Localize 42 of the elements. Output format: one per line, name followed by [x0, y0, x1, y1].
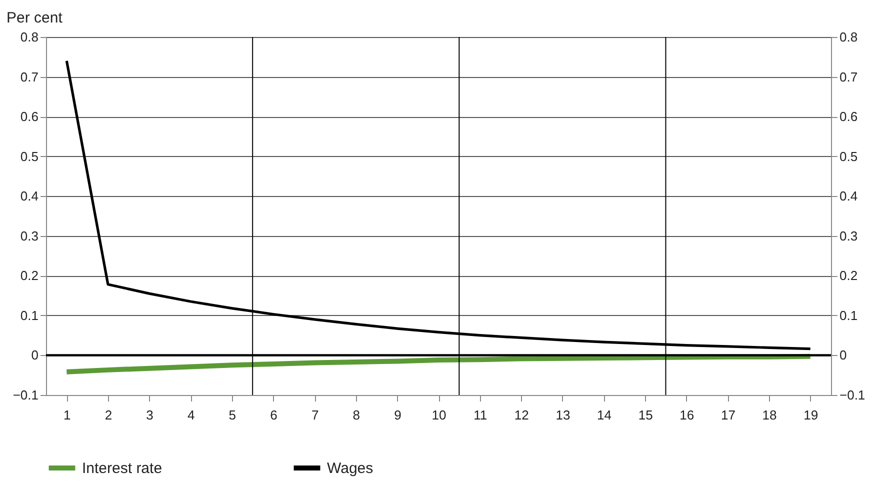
legend-label: Interest rate: [82, 460, 162, 477]
y-tick-label: 0.2: [20, 268, 38, 284]
y-tick-label: 0.3: [20, 228, 38, 244]
legend-label: Wages: [327, 460, 374, 477]
y2-tick-label: 0.1: [840, 308, 858, 323]
x-tick-label: 5: [228, 408, 236, 422]
y-tick-label: 0.7: [20, 69, 38, 84]
x-tick-label: 1: [64, 408, 71, 422]
x-tick-label: 12: [514, 408, 529, 422]
x-tick-label: 18: [762, 408, 777, 422]
x-tick-label: 19: [804, 408, 818, 422]
x-tick-label: 11: [474, 408, 488, 422]
y-tick-label: 0.6: [20, 109, 38, 124]
y2-tick-label: −0.1: [840, 388, 866, 402]
y2-tick-label: 0.3: [840, 228, 858, 244]
x-tick-label: 9: [394, 408, 402, 422]
x-tick-label: 3: [146, 408, 154, 422]
y-tick-label: 0: [31, 348, 38, 363]
x-tick-label: 7: [311, 408, 319, 422]
y2-tick-label: 0.4: [840, 188, 858, 204]
x-tick-label: 4: [187, 408, 195, 422]
y-tick-label: 0.4: [20, 188, 38, 204]
y2-tick-label: 0.2: [840, 268, 858, 284]
x-tick-label: 16: [680, 408, 694, 422]
x-tick-label: 13: [556, 408, 570, 422]
y-tick-label: −0.1: [12, 388, 38, 402]
x-tick-label: 6: [270, 408, 278, 422]
y2-tick-label: 0.7: [840, 69, 858, 84]
y-tick-label: 0.5: [20, 148, 38, 164]
y2-tick-label: 0.5: [840, 148, 858, 164]
y2-tick-label: 0.8: [840, 30, 858, 44]
y-tick-label: 0.8: [20, 30, 38, 44]
x-tick-label: 15: [638, 408, 653, 422]
y2-tick-label: 0: [840, 348, 847, 363]
x-tick-label: 14: [597, 408, 612, 422]
x-tick-label: 17: [720, 408, 736, 422]
x-tick-label: 8: [352, 408, 360, 422]
x-tick-label: 2: [104, 408, 112, 422]
y-tick-label: 0.1: [20, 308, 38, 323]
y2-tick-label: 0.6: [840, 109, 858, 124]
y-axis-title: Per cent: [6, 10, 64, 26]
x-tick-label: 10: [432, 408, 446, 422]
